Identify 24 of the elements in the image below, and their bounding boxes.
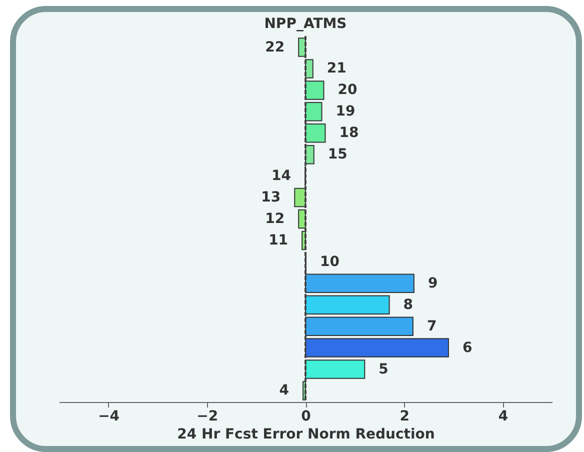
y-tick-label: 4	[279, 382, 290, 399]
chart-title: NPP_ATMS	[264, 16, 347, 32]
x-tick-label: 4	[498, 408, 508, 424]
y-tick-label: 14	[272, 168, 292, 184]
y-tick-label: 22	[265, 39, 285, 56]
y-tick-label: 10	[320, 254, 340, 270]
y-tick-label: 21	[326, 60, 346, 77]
y-tick-label: 12	[265, 211, 285, 227]
x-axis-title: 24 Hr Fcst Error Norm Reduction	[177, 426, 435, 442]
x-tick-label: −2	[196, 408, 218, 424]
y-tick-label: 8	[403, 296, 414, 313]
x-tick-label: 0	[301, 408, 312, 424]
y-tick-label: 5	[378, 361, 388, 378]
y-tick-label: 9	[428, 275, 438, 292]
y-tick-label: 15	[328, 146, 348, 163]
y-tick-label: 19	[336, 104, 356, 120]
y-tick-label: 13	[261, 190, 281, 206]
y-tick-label: 18	[339, 125, 359, 142]
y-tick-label: 20	[338, 82, 358, 98]
x-tick-label: 2	[400, 408, 410, 424]
y-tick-label: 7	[426, 318, 437, 334]
y-tick-label: 6	[462, 340, 472, 356]
y-tick-label: 11	[268, 232, 288, 248]
x-tick-label: −4	[98, 408, 120, 424]
